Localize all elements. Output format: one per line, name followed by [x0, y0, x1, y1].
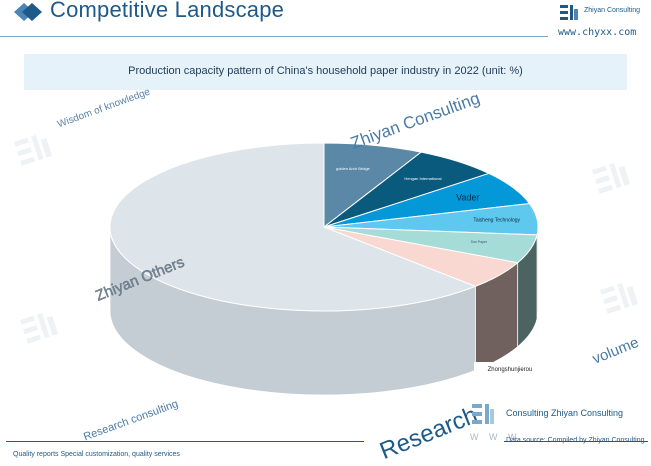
zhiyan-logo-icon	[560, 5, 578, 20]
pie-label-zhongshunjierou: Zhongshunjierou	[488, 367, 533, 373]
footer-brand: Consulting Zhiyan Consulting	[506, 408, 624, 418]
footer-source: Data source: Compiled by Zhiyan Consulti…	[506, 437, 645, 444]
page-title: Competitive Landscape	[50, 0, 285, 22]
footer-divider-right	[504, 441, 648, 442]
pie-label-vader: Vader	[456, 193, 479, 203]
pie-label-taisheng-technology: Taisheng Technology	[473, 217, 520, 223]
brand-logo: Zhiyan Consulting	[556, 3, 648, 25]
pie-label-box-zhongshunjierou	[474, 362, 546, 375]
chart-title: Production capacity pattern of China's h…	[128, 65, 523, 77]
chart-title-band: Production capacity pattern of China's h…	[24, 54, 627, 90]
watermark-www: W W W	[470, 432, 521, 442]
diamond-logo-icon	[14, 3, 42, 21]
pie-label-hengan-international: Hengan International	[404, 176, 441, 181]
footer-tagline: Quality reports Special customization, q…	[13, 451, 180, 458]
pie-slice-zhiyan-others	[109, 142, 477, 312]
pie-slice-golden-arch-bridge	[323, 142, 423, 229]
pie-label-golden-arch-bridge: golden Arch Bridge	[336, 166, 371, 171]
header-divider	[0, 36, 548, 37]
pie-label-sun-paper: Sun Paper	[471, 240, 488, 244]
brand-name: Zhiyan Consulting	[584, 7, 641, 14]
brand-url[interactable]: www.chyxx.com	[558, 27, 637, 38]
footer-logo-icon	[472, 404, 494, 424]
footer-divider-left	[6, 441, 364, 442]
